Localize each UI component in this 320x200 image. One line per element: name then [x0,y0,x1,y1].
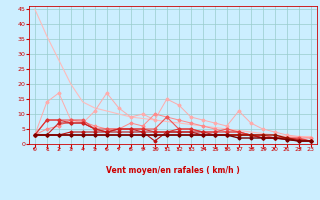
X-axis label: Vent moyen/en rafales ( km/h ): Vent moyen/en rafales ( km/h ) [106,166,240,175]
